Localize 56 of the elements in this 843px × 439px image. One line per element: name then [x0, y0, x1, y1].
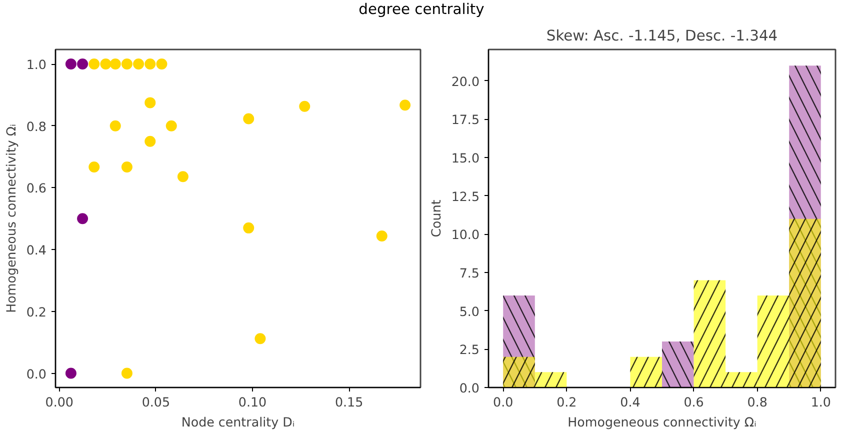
- y-tick-label: 15.0: [451, 150, 480, 166]
- point: [177, 171, 188, 182]
- y-tick-label: 0.4: [26, 242, 47, 258]
- point: [65, 368, 76, 379]
- x-tick-label: 0.0: [493, 394, 514, 410]
- point: [100, 58, 112, 70]
- chart-title: Skew: Asc. -1.145, Desc. -1.344: [546, 28, 778, 44]
- y-tick-label: 12.5: [451, 188, 480, 204]
- y-tick-label: 5.0: [459, 304, 480, 319]
- y-axis-title: Homogeneous connectivity Ωᵢ: [3, 124, 18, 313]
- point: [110, 120, 121, 132]
- point: [77, 58, 88, 70]
- x-tick-label: 0.8: [747, 394, 768, 410]
- y-tick-label: 17.5: [451, 112, 480, 128]
- point: [243, 222, 254, 234]
- point: [121, 58, 132, 70]
- y-tick-label: 0.8: [26, 118, 47, 134]
- y-tick-label: 20.0: [451, 74, 480, 89]
- point: [243, 113, 254, 124]
- y-tick-label: 2.5: [459, 342, 480, 358]
- y-tick-label: 7.5: [459, 266, 480, 281]
- x-tick-label: 0.2: [556, 394, 577, 410]
- x-tick-label: 0.15: [334, 394, 364, 410]
- x-axis-title: Homogeneous connectivity Ωᵢ: [568, 414, 756, 430]
- point: [121, 368, 132, 379]
- chart-title: degree centrality: [358, 0, 484, 20]
- y-axis-title: Count: [428, 200, 444, 238]
- point: [254, 333, 266, 344]
- x-tick-label: 1.0: [810, 394, 831, 410]
- point: [400, 100, 411, 111]
- point: [65, 58, 76, 70]
- point: [88, 162, 100, 172]
- point: [144, 136, 156, 147]
- y-tick-label: 0.0: [26, 366, 47, 382]
- point: [144, 58, 156, 70]
- x-tick-label: 0.6: [684, 394, 704, 410]
- y-tick-label: 0.0: [459, 380, 480, 396]
- point: [133, 58, 144, 70]
- y-tick-label: 0.6: [26, 180, 47, 196]
- point: [144, 97, 156, 108]
- point: [88, 58, 100, 70]
- y-tick-label: 1.0: [26, 57, 47, 72]
- x-tick-label: 0.00: [45, 394, 74, 410]
- point: [77, 213, 88, 224]
- x-tick-label: 0.10: [238, 394, 267, 410]
- y-tick-label: 0.2: [26, 304, 47, 320]
- point: [156, 58, 168, 70]
- point: [121, 162, 132, 172]
- x-tick-label: 0.4: [620, 394, 640, 410]
- x-tick-label: 0.05: [142, 394, 170, 410]
- point: [376, 230, 388, 242]
- x-axis-title: Node centrality Dᵢ: [181, 414, 295, 430]
- point: [166, 120, 177, 132]
- y-tick-label: 10.0: [451, 227, 480, 242]
- point: [110, 58, 121, 70]
- point: [299, 100, 310, 112]
